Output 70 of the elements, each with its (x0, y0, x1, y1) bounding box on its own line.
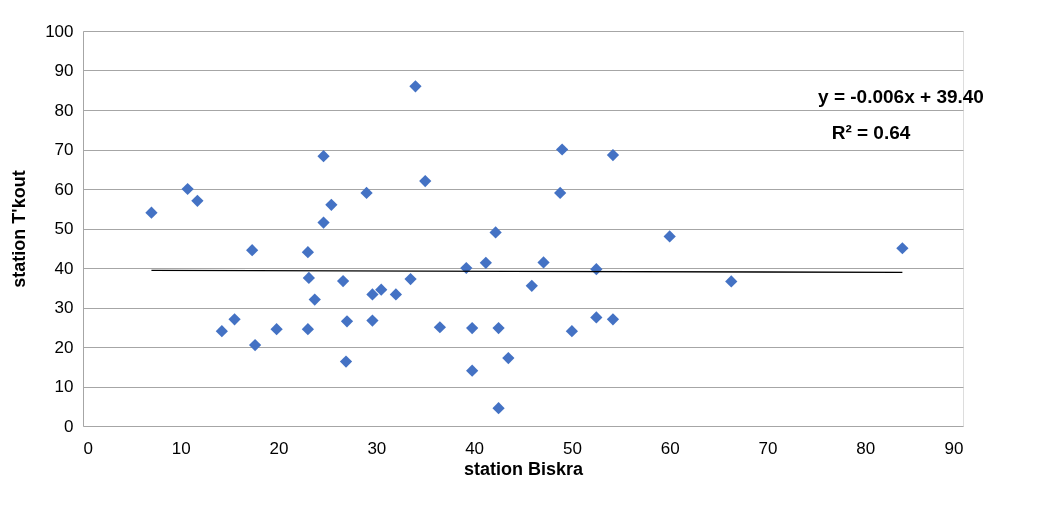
point (360, 186, 373, 200)
y-tick-label: 0 (64, 416, 74, 436)
point (181, 182, 194, 196)
point (301, 246, 315, 259)
point (215, 325, 228, 338)
point (419, 174, 432, 188)
y-tick-label: 10 (54, 377, 74, 396)
point (336, 274, 350, 288)
point (366, 288, 379, 301)
point (145, 206, 158, 219)
point (339, 355, 353, 368)
point (317, 150, 330, 163)
point (228, 313, 241, 326)
point (248, 338, 262, 352)
point (191, 194, 204, 207)
x-axis-title: station Biskra (463, 458, 584, 479)
y-tick-label: 70 (54, 140, 74, 159)
point (404, 272, 417, 286)
point (489, 226, 502, 239)
y-tick-label: 30 (54, 298, 74, 317)
point (366, 314, 379, 327)
point (590, 311, 603, 324)
y-tick-label: 60 (54, 179, 74, 199)
point (537, 256, 550, 269)
point (375, 283, 388, 296)
point (340, 315, 354, 328)
point (317, 216, 330, 229)
point (308, 293, 321, 306)
point (492, 321, 505, 335)
point (725, 275, 738, 288)
y-tick-label: 40 (54, 258, 74, 278)
point (301, 323, 315, 336)
point (433, 321, 447, 334)
x-tick-label: 20 (269, 438, 289, 458)
x-tick-label: 0 (83, 438, 93, 458)
x-tick-label: 40 (465, 438, 485, 458)
y-tick-label: 20 (54, 337, 74, 357)
point (525, 279, 538, 292)
point (270, 323, 283, 336)
point (502, 351, 515, 365)
point (389, 288, 403, 301)
y-tick-label: 80 (54, 100, 74, 120)
x-tick-label: 30 (367, 438, 387, 458)
y-tick-label: 90 (54, 61, 74, 80)
y-tick-label: 100 (45, 21, 74, 41)
annotation: y = -0.006x + 39.40 (818, 86, 984, 107)
point (606, 313, 620, 326)
x-tick-label: 70 (758, 438, 778, 458)
point (246, 244, 259, 257)
y-tick-label: 50 (54, 219, 74, 238)
point (466, 364, 479, 377)
point (492, 402, 505, 415)
point (409, 80, 422, 93)
x-tick-label: 80 (856, 438, 876, 458)
point (555, 143, 569, 156)
x-tick-label: 60 (660, 438, 680, 458)
y-axis-title: station T'kout (9, 170, 30, 288)
point (554, 186, 567, 200)
point (325, 198, 338, 211)
point (565, 325, 579, 338)
annotation: R² = 0.64 (831, 122, 911, 143)
point (479, 256, 492, 269)
point (663, 230, 676, 243)
x-tick-label: 50 (562, 438, 582, 458)
point (896, 242, 909, 255)
point (606, 148, 620, 162)
x-tick-label: 10 (171, 438, 191, 458)
point (302, 271, 315, 284)
point (466, 321, 479, 335)
x-tick-label: 90 (944, 438, 964, 458)
